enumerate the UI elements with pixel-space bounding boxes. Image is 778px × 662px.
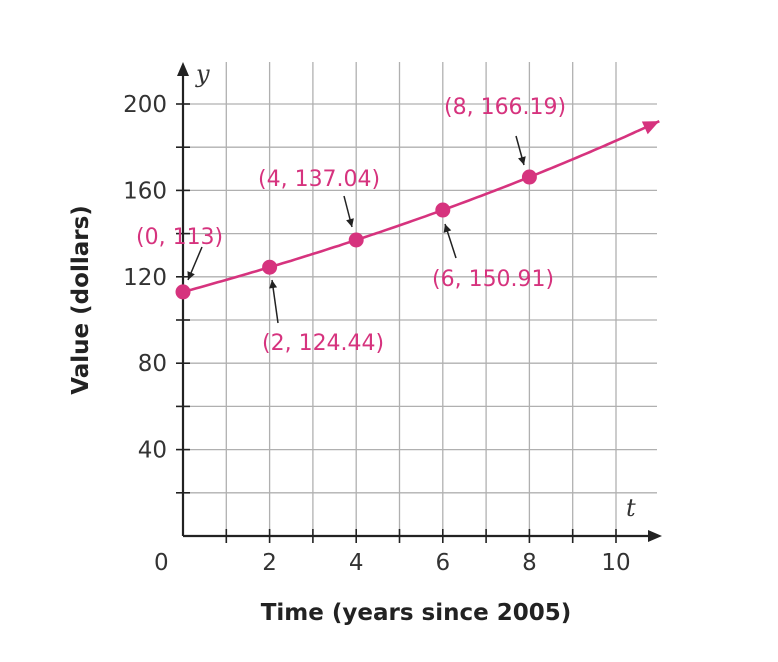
data-point xyxy=(262,259,278,275)
x-tick-label: 10 xyxy=(601,550,630,576)
x-axis-title: Time (years since 2005) xyxy=(261,600,572,626)
point-label: (2, 124.44) xyxy=(262,331,384,356)
point-label: (8, 166.19) xyxy=(444,95,566,120)
data-points xyxy=(175,169,537,300)
pointer-arrowhead xyxy=(346,218,354,227)
point-label: (0, 113) xyxy=(136,225,223,250)
series-line xyxy=(182,120,660,294)
axes xyxy=(177,62,662,542)
grid xyxy=(183,62,657,536)
x-tick-label: 8 xyxy=(522,550,537,576)
y-axis-title: Value (dollars) xyxy=(68,205,94,395)
x-axis-arrow xyxy=(648,530,662,542)
x-tick-label: 4 xyxy=(349,550,364,576)
y-tick-label: 120 xyxy=(123,265,167,291)
annotations: (0, 113) (2, 124.44) (4, 137.04) (6, 150.91… xyxy=(136,95,566,356)
y-axis-arrow xyxy=(177,62,189,76)
y-tick-label: 200 xyxy=(123,92,167,118)
pointer-arrowhead xyxy=(187,271,195,280)
y-axis-variable: y xyxy=(195,60,210,88)
y-tick-label: 40 xyxy=(138,438,167,464)
y-tick-label: 80 xyxy=(138,351,167,377)
pointer-arrowhead xyxy=(443,224,452,233)
ticks: 2 4 6 8 10 40 80 120 160 200 xyxy=(123,92,631,576)
data-point xyxy=(435,202,451,218)
data-point xyxy=(348,232,364,248)
y-tick-label: 160 xyxy=(123,178,167,204)
x-tick-label: 2 xyxy=(262,550,277,576)
data-point xyxy=(175,284,191,300)
pointer-arrowhead xyxy=(518,156,526,165)
x-axis-variable: t xyxy=(626,494,636,522)
origin-label: 0 xyxy=(154,550,169,576)
pointer-arrowhead xyxy=(269,280,278,289)
point-label: (4, 137.04) xyxy=(258,167,380,192)
series-curve xyxy=(182,120,660,294)
point-label: (6, 150.91) xyxy=(432,267,554,292)
curve-arrowhead xyxy=(641,121,660,135)
x-tick-label: 6 xyxy=(435,550,450,576)
data-point xyxy=(521,169,537,185)
